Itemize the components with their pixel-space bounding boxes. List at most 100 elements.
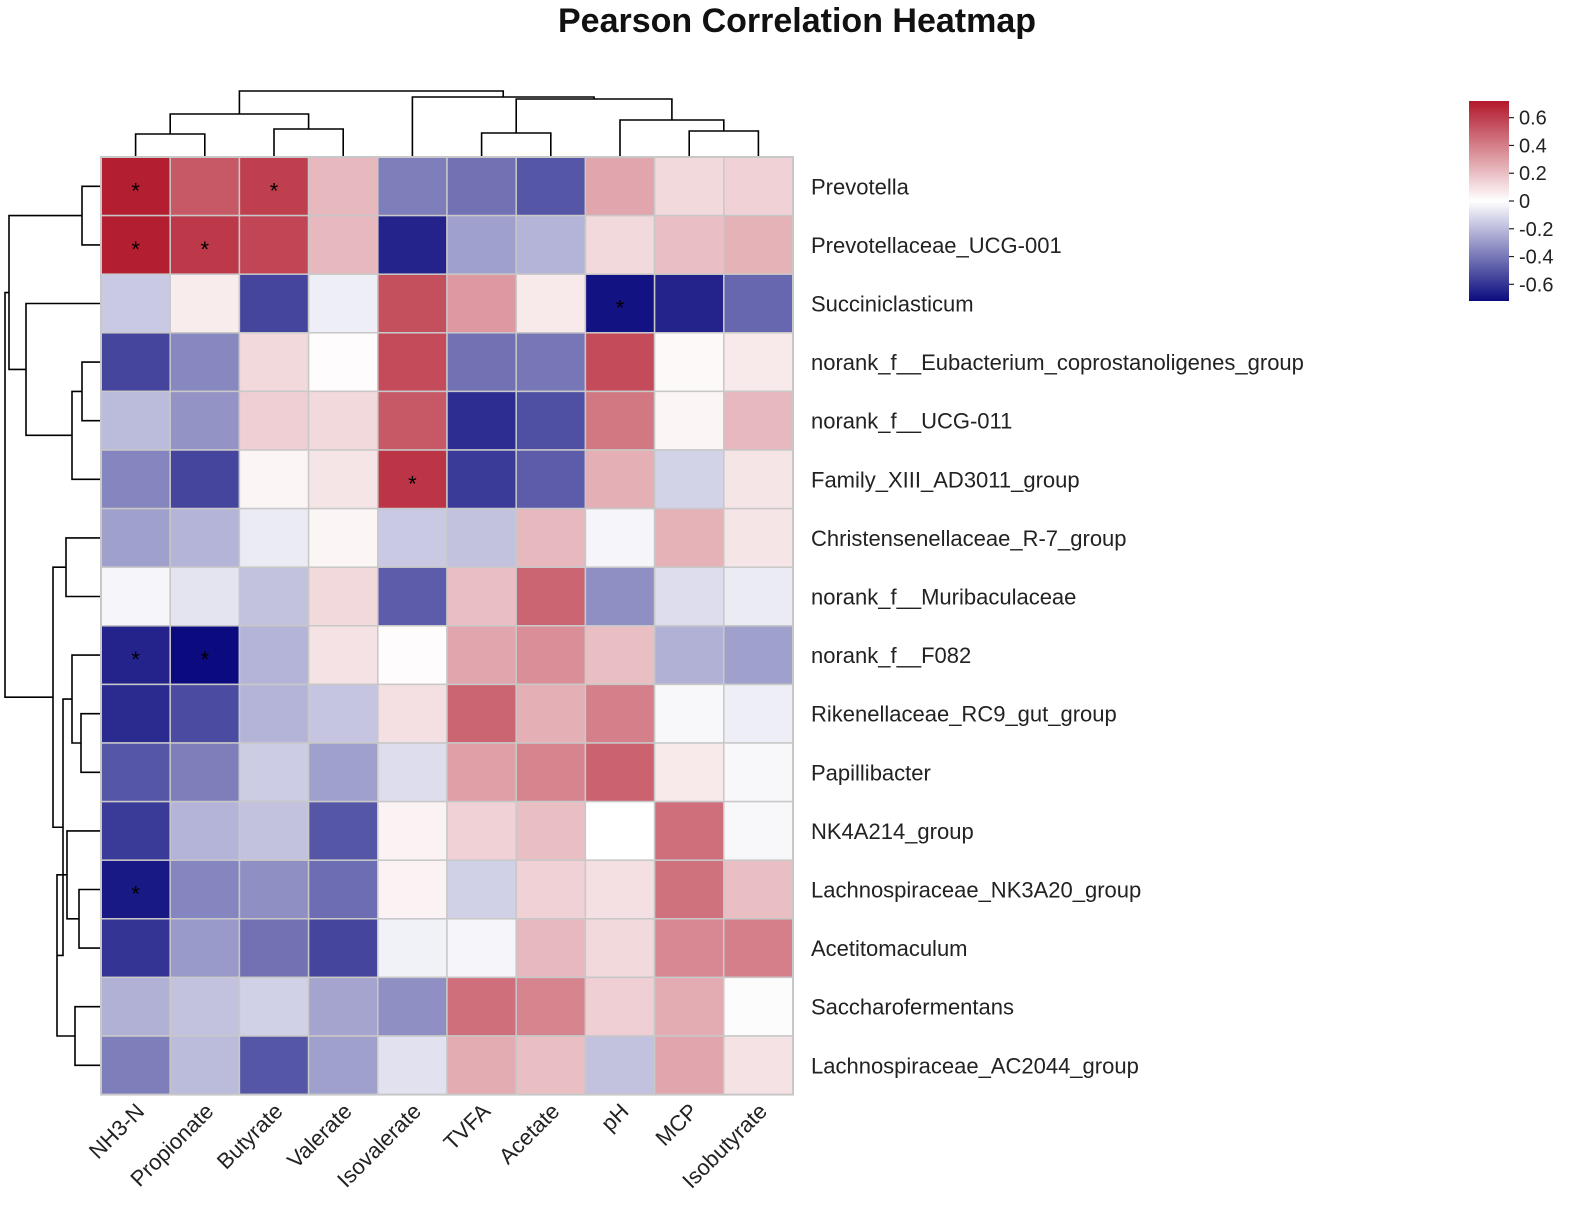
- heatmap-cell-5-1: [169, 449, 241, 510]
- row-dendrogram-branch: [81, 185, 101, 246]
- heatmap-cell-11-0: [100, 800, 171, 861]
- heatmap-cell-7-1: [169, 566, 241, 627]
- heatmap-cell-13-8: [653, 918, 725, 979]
- heatmap-cell-3-7: [584, 332, 656, 393]
- heatmap-cell-7-0: [100, 566, 171, 627]
- row-label: norank_f__UCG-011: [811, 409, 1012, 434]
- heatmap-cell-0-3: [307, 156, 379, 217]
- heatmap-cell-5-9: [723, 449, 794, 510]
- heatmap-cell-13-6: [515, 918, 587, 979]
- chart-title: Pearson Correlation Heatmap: [558, 2, 1036, 40]
- heatmap-cell-10-0: [100, 742, 171, 803]
- heatmap-border: [100, 156, 794, 1096]
- heatmap-cell-10-7: [584, 742, 656, 803]
- row-label: norank_f__Muribaculaceae: [811, 585, 1076, 610]
- row-label: Papillibacter: [811, 760, 931, 785]
- column-label: TVFA: [439, 1098, 496, 1155]
- heatmap-cell-15-7: [584, 1035, 656, 1096]
- heatmap-cell-8-2: [238, 625, 310, 686]
- heatmap-cell-1-2: [238, 214, 310, 275]
- heatmap-cell-0-1: [169, 156, 241, 217]
- row-label: Rikenellaceae_RC9_gut_group: [811, 702, 1117, 727]
- heatmap-cell-7-2: [238, 566, 310, 627]
- heatmap-cell-11-8: [653, 800, 725, 861]
- column-dendrogram-branch: [238, 90, 505, 114]
- heatmap-cell-9-5: [446, 683, 517, 744]
- significance-marker: *: [131, 882, 140, 907]
- heatmap-cell-13-9: [723, 918, 794, 979]
- column-dendrogram: [134, 90, 760, 157]
- heatmap-cell-8-3: [307, 625, 379, 686]
- heatmap-cell-7-5: [446, 566, 517, 627]
- column-dendrogram-branch: [480, 132, 552, 157]
- colorbar-tick-label: 0.2: [1519, 163, 1547, 185]
- row-label: Prevotella: [811, 174, 910, 199]
- row-dendrogram-branch: [80, 712, 101, 774]
- row-label: NK4A214_group: [811, 819, 974, 844]
- row-dendrogram-branch: [81, 361, 101, 422]
- heatmap-cell-13-2: [238, 918, 310, 979]
- heatmap-cell-6-7: [584, 507, 656, 568]
- heatmap-cell-13-7: [584, 918, 656, 979]
- row-dendrogram-branch: [78, 888, 101, 949]
- row-dendrogram-branch: [8, 214, 82, 371]
- colorbar-tick-label: 0: [1519, 191, 1530, 213]
- heatmap-cell-14-7: [584, 976, 656, 1037]
- heatmap-cell-9-6: [515, 683, 587, 744]
- heatmap-cell-2-0: [100, 273, 171, 334]
- heatmap-cell-8-8: [653, 625, 725, 686]
- row-label: Christensenellaceae_R-7_group: [811, 526, 1127, 551]
- significance-marker: *: [616, 296, 625, 321]
- heatmap-cell-9-9: [723, 683, 794, 744]
- heatmap-cell-10-3: [307, 742, 379, 803]
- row-dendrogram-branch: [74, 1005, 101, 1067]
- heatmap-cell-3-8: [653, 332, 725, 393]
- heatmap-cell-12-2: [238, 859, 310, 920]
- column-dendrogram-branch: [619, 119, 725, 157]
- heatmap-cell-1-9: [723, 214, 794, 275]
- heatmap-cell-4-3: [307, 390, 379, 451]
- heatmap-cell-6-5: [446, 507, 517, 568]
- heatmap-cell-1-5: [446, 214, 517, 275]
- heatmap-cell-2-9: [723, 273, 794, 334]
- significance-marker: *: [131, 178, 140, 203]
- heatmap-cell-3-9: [723, 332, 794, 393]
- heatmap-cell-3-5: [446, 332, 517, 393]
- row-dendrogram: [4, 185, 101, 1067]
- row-label: Succiniclasticum: [811, 292, 974, 317]
- column-label: MCP: [650, 1098, 702, 1150]
- heatmap-cell-8-9: [723, 625, 794, 686]
- heatmap-cell-14-2: [238, 976, 310, 1037]
- heatmap-cell-13-5: [446, 918, 517, 979]
- heatmap-cell-3-0: [100, 332, 171, 393]
- row-dendrogram-branch: [25, 302, 101, 437]
- colorbar-tick-label: -0.6: [1519, 274, 1553, 296]
- heatmap-cell-7-3: [307, 566, 379, 627]
- column-label: Acetate: [494, 1098, 564, 1168]
- heatmap-cell-14-4: [377, 976, 448, 1037]
- heatmap-cell-6-0: [100, 507, 171, 568]
- heatmap-cell-2-5: [446, 273, 517, 334]
- heatmap-cell-8-4: [377, 625, 448, 686]
- heatmap-cell-1-8: [653, 214, 725, 275]
- heatmap-cell-12-8: [653, 859, 725, 920]
- heatmap-cell-14-6: [515, 976, 587, 1037]
- heatmap-cell-6-9: [723, 507, 794, 568]
- heatmap-cell-15-2: [238, 1035, 310, 1096]
- row-label: Acetitomaculum: [811, 936, 968, 961]
- heatmap-cell-9-1: [169, 683, 241, 744]
- heatmap-cell-6-3: [307, 507, 379, 568]
- colorbar-tick-label: 0.6: [1519, 108, 1547, 130]
- significance-marker: *: [201, 647, 210, 672]
- row-label: Lachnospiraceae_NK3A20_group: [811, 878, 1141, 903]
- heatmap-cell-0-4: [377, 156, 448, 217]
- heatmap-cell-11-6: [515, 800, 587, 861]
- heatmap-cell-3-3: [307, 332, 379, 393]
- heatmap-cell-1-1: [169, 214, 241, 275]
- row-label: norank_f__F082: [811, 643, 971, 668]
- heatmap-cell-5-3: [307, 449, 379, 510]
- heatmap-cell-10-8: [653, 742, 725, 803]
- heatmap-cell-13-4: [377, 918, 448, 979]
- heatmap-cell-7-4: [377, 566, 448, 627]
- heatmap-cell-6-4: [377, 507, 448, 568]
